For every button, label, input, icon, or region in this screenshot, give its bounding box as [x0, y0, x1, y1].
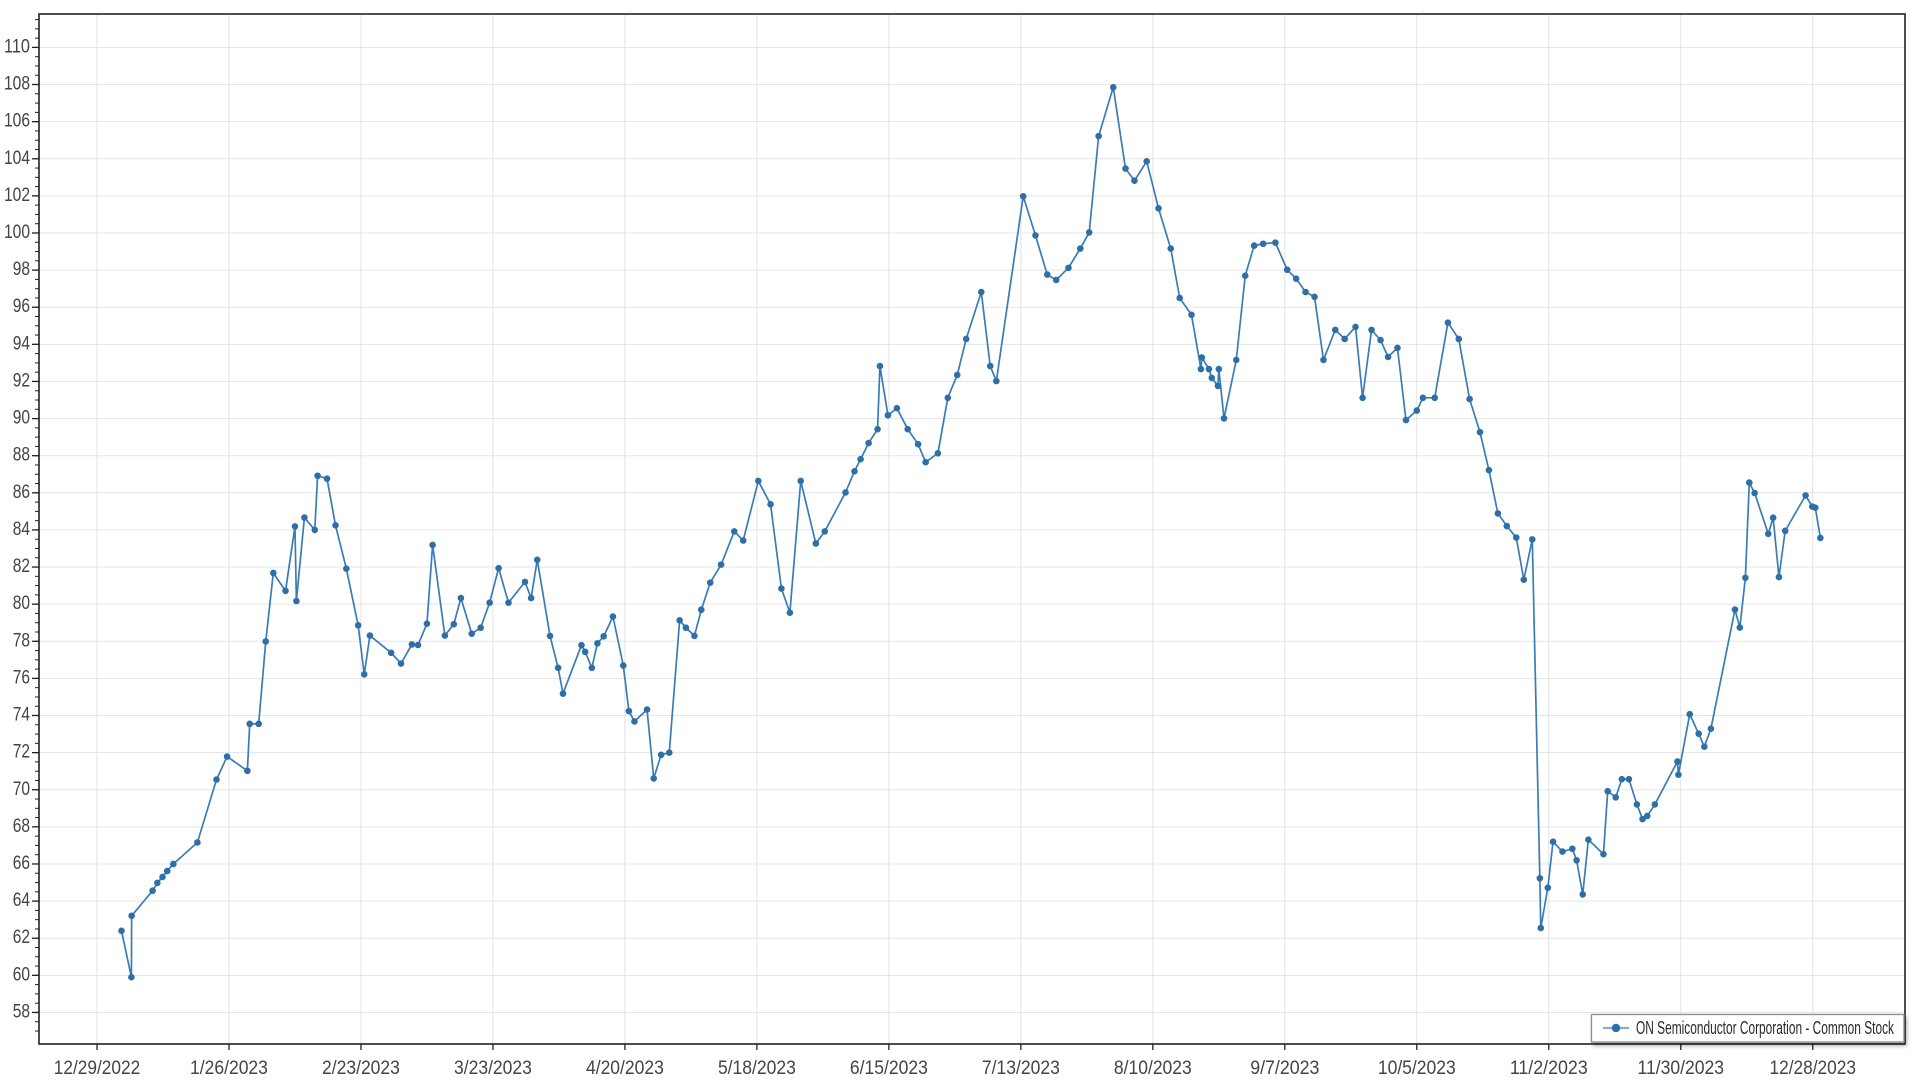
- svg-text:86: 86: [13, 482, 30, 503]
- svg-text:106: 106: [4, 111, 30, 132]
- svg-text:11/2/2023: 11/2/2023: [1510, 1058, 1588, 1079]
- svg-text:62: 62: [13, 927, 30, 948]
- svg-text:9/7/2023: 9/7/2023: [1250, 1058, 1319, 1079]
- svg-text:68: 68: [13, 816, 30, 837]
- svg-text:90: 90: [13, 408, 30, 429]
- svg-text:60: 60: [13, 964, 30, 985]
- svg-text:110: 110: [4, 36, 30, 57]
- svg-text:12/29/2022: 12/29/2022: [54, 1058, 141, 1079]
- svg-text:82: 82: [13, 556, 30, 577]
- svg-text:102: 102: [4, 185, 30, 206]
- svg-text:84: 84: [13, 519, 31, 540]
- svg-text:64: 64: [13, 890, 31, 911]
- svg-text:2/23/2023: 2/23/2023: [322, 1058, 400, 1079]
- svg-text:108: 108: [4, 74, 30, 95]
- svg-text:88: 88: [13, 445, 30, 466]
- svg-text:8/10/2023: 8/10/2023: [1114, 1058, 1192, 1079]
- svg-text:92: 92: [13, 370, 30, 391]
- svg-text:12/28/2023: 12/28/2023: [1769, 1058, 1856, 1079]
- svg-text:72: 72: [13, 742, 30, 763]
- svg-text:10/5/2023: 10/5/2023: [1378, 1058, 1456, 1079]
- svg-text:7/13/2023: 7/13/2023: [982, 1058, 1060, 1079]
- svg-text:58: 58: [13, 1001, 30, 1022]
- svg-text:76: 76: [13, 667, 30, 688]
- svg-text:104: 104: [4, 148, 30, 169]
- svg-text:74: 74: [13, 705, 31, 726]
- svg-text:3/23/2023: 3/23/2023: [454, 1058, 532, 1079]
- svg-text:6/15/2023: 6/15/2023: [850, 1058, 928, 1079]
- svg-text:1/26/2023: 1/26/2023: [190, 1058, 268, 1079]
- svg-text:80: 80: [13, 593, 30, 614]
- svg-text:66: 66: [13, 853, 30, 874]
- svg-text:78: 78: [13, 630, 30, 651]
- svg-text:ON Semiconductor Corporation -: ON Semiconductor Corporation - Common St…: [1636, 1017, 1894, 1038]
- svg-text:70: 70: [13, 779, 30, 800]
- svg-text:11/30/2023: 11/30/2023: [1638, 1058, 1725, 1079]
- svg-text:96: 96: [13, 296, 30, 317]
- svg-text:94: 94: [13, 333, 31, 354]
- svg-text:4/20/2023: 4/20/2023: [586, 1058, 664, 1079]
- svg-text:100: 100: [4, 222, 30, 243]
- svg-text:5/18/2023: 5/18/2023: [718, 1058, 796, 1079]
- svg-text:98: 98: [13, 259, 30, 280]
